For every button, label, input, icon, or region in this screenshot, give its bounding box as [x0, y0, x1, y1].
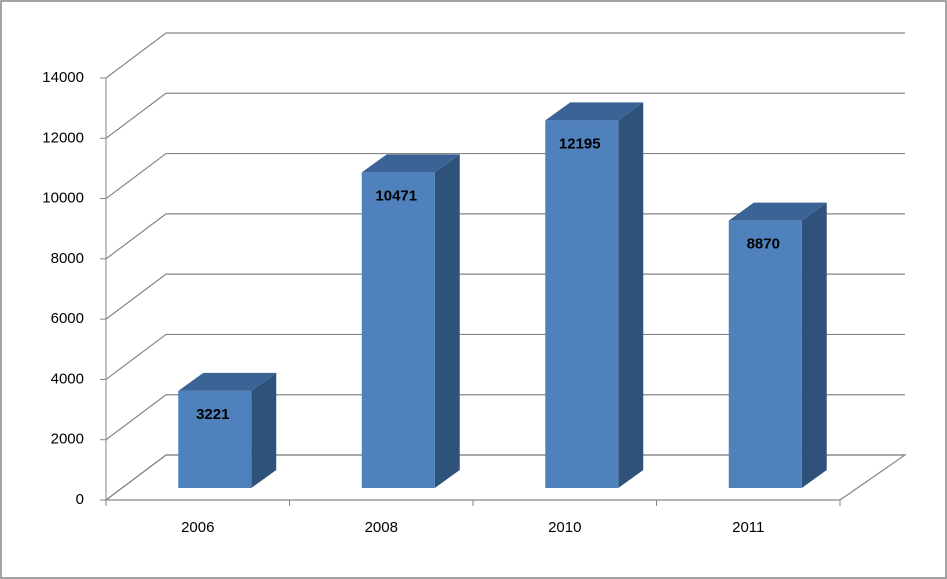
- bar: [728, 220, 802, 488]
- grid-line: [105, 333, 905, 380]
- bar-top: [361, 154, 460, 173]
- grid-line: [105, 394, 905, 441]
- y-tick-label: 10000: [42, 190, 84, 207]
- data-label: 8870: [747, 236, 780, 253]
- y-tick-label: 14000: [42, 69, 84, 86]
- x-tick-label: 2010: [548, 519, 581, 536]
- bar-top: [545, 102, 644, 121]
- grid-line: [105, 213, 905, 260]
- grid-line: [105, 32, 905, 79]
- grid-line: [105, 454, 905, 501]
- y-tick-label: 12000: [42, 129, 84, 146]
- y-tick-label: 6000: [51, 310, 84, 327]
- grid-line: [105, 92, 905, 139]
- bar-side: [434, 154, 460, 488]
- x-tick-label: 2006: [181, 519, 214, 536]
- bar-top: [728, 202, 827, 221]
- y-tick-label: 8000: [51, 250, 84, 267]
- y-tick-label: 0: [76, 491, 84, 508]
- bar-side: [251, 372, 277, 488]
- bar: [361, 172, 435, 488]
- x-tick-label: 2011: [732, 519, 764, 536]
- bar-side: [618, 102, 644, 488]
- bar-side: [801, 202, 827, 488]
- data-label: 3221: [196, 406, 229, 423]
- bar: [178, 390, 252, 488]
- grid-line: [105, 273, 905, 320]
- x-tick-label: 2008: [365, 519, 398, 536]
- bar-top: [178, 372, 277, 391]
- grid-line: [105, 152, 905, 200]
- y-tick-label: 4000: [51, 370, 84, 387]
- data-label: 10471: [375, 187, 417, 204]
- data-label: 12195: [559, 135, 601, 152]
- y-tick-label: 2000: [51, 431, 84, 448]
- bar: [545, 120, 619, 488]
